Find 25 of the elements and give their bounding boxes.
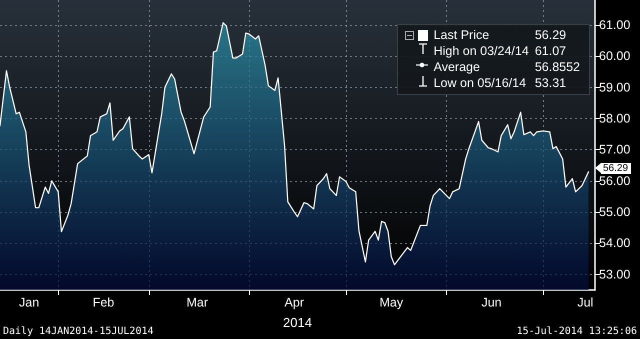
text: 56.29 <box>534 28 566 42</box>
y-tick-label: 61.00 <box>599 18 630 32</box>
text: Daily 14JAN2014-15JUL2014 <box>3 326 154 337</box>
x-tick-label: Apr <box>284 296 304 310</box>
text: Average 56.8552 <box>434 60 580 74</box>
y-tick-label: 56.00 <box>599 174 630 188</box>
y-tick-label: 60.00 <box>599 49 630 64</box>
y-tick-label: 53.00 <box>599 267 630 282</box>
annotation: 56.29 <box>601 163 632 174</box>
x-tick-label: May <box>379 296 404 310</box>
y-tick-label: 54.00 <box>599 236 630 250</box>
x-tick-label: Jan <box>19 296 40 310</box>
x-tick-label: Jun <box>481 296 502 310</box>
x-tick-label: Feb <box>92 296 114 310</box>
annotation: High on 03/24/14 61.07 <box>432 43 568 59</box>
y-tick-label: 57.00 <box>599 142 630 157</box>
text: 15-Jul-2014 13:25:06 <box>516 326 637 337</box>
x-axis-title: 2014 <box>283 315 312 330</box>
y-tick-label: 58.00 <box>599 111 630 126</box>
y-tick-label: 55.00 <box>599 205 630 220</box>
x-tick-label: Mar <box>186 296 208 310</box>
annotation: Low on 05/16/14 53.31 <box>432 75 568 91</box>
legend-label: Last Price <box>432 28 490 43</box>
y-tick-label: 59.00 <box>599 80 630 94</box>
x-tick-label: Jul <box>577 296 594 310</box>
